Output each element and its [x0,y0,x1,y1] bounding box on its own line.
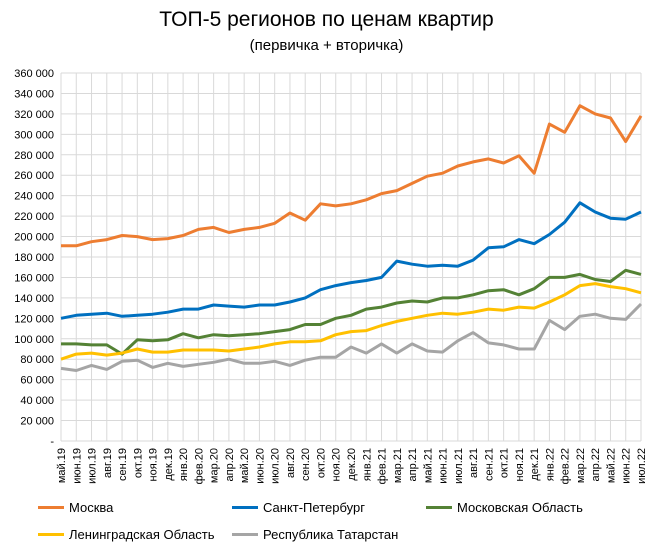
x-tick-label: окт.20 [315,448,327,478]
legend-label: Республика Татарстан [263,527,399,542]
chart-title: ТОП-5 регионов по ценам квартир [159,8,494,31]
legend-swatch [38,506,64,509]
chart-subtitle: (первичка + вторичка) [249,37,404,54]
x-tick-label: май.21 [422,448,434,483]
y-tick-label: 80 000 [20,354,54,366]
x-tick-label: май.22 [605,448,617,483]
x-tick-label: май.19 [56,448,68,483]
x-tick-label: июн.21 [438,448,450,484]
x-tick-label: фев.21 [377,448,389,484]
legend-label: Ленинградская Область [69,527,215,542]
legend-item: Республика Татарстан [232,527,398,542]
y-tick-label: 360 000 [14,68,54,80]
legend-swatch [426,506,452,509]
x-tick-label: фев.20 [193,448,205,484]
y-tick-label: 280 000 [14,150,54,162]
y-tick-label: 60 000 [20,375,54,387]
y-tick-label: 120 000 [14,313,54,325]
y-tick-label: 40 000 [20,395,54,407]
legend-label: Москва [69,500,114,515]
x-tick-label: мар.21 [392,448,404,483]
x-tick-label: окт.19 [132,448,144,478]
y-tick-label: 200 000 [14,232,54,244]
y-tick-label: - [50,436,54,448]
x-tick-label: янв.21 [361,448,373,481]
x-tick-label: ноя.21 [514,448,526,481]
x-tick-label: июн.19 [71,448,83,484]
series-line-2 [61,268,642,356]
legend-label: Санкт-Петербург [263,500,365,515]
y-tick-label: 260 000 [14,170,54,182]
x-tick-label: ноя.19 [148,448,160,481]
series-line-4 [60,302,643,372]
legend-swatch [38,533,64,536]
x-tick-label: ноя.20 [331,448,343,481]
x-tick-label: июл.19 [87,448,99,484]
y-tick-label: 320 000 [14,109,54,121]
y-tick-label: 160 000 [14,272,54,284]
series-line-1 [60,201,642,320]
y-tick-label: 180 000 [14,252,54,264]
y-tick-label: 240 000 [14,191,54,203]
x-tick-label: дек.20 [346,448,358,481]
x-tick-label: окт.21 [499,448,511,478]
series-line-3 [60,282,642,361]
x-tick-label: апр.22 [590,448,602,481]
x-tick-label: май.20 [239,448,251,483]
legend-swatch [232,533,258,536]
y-tick-label: 300 000 [14,129,54,141]
x-tick-label: июн.20 [254,448,266,484]
y-tick-label: 20 000 [20,416,54,428]
y-tick-label: 220 000 [14,211,54,223]
x-tick-label: авг.20 [285,448,297,478]
x-tick-label: июн.22 [621,448,633,484]
x-tick-label: сен.20 [300,448,312,481]
x-tick-label: мар.22 [575,448,587,483]
x-tick-label: янв.20 [178,448,190,481]
y-tick-label: 100 000 [14,334,54,346]
x-tick-label: апр.21 [407,448,419,481]
x-tick-label: июл.21 [453,448,465,484]
legend-item: Ленинградская Область [38,527,215,542]
x-tick-label: апр.20 [224,448,236,481]
legend-swatch [232,506,258,509]
y-tick-label: 140 000 [14,293,54,305]
legend-label: Московская Область [457,500,583,515]
x-tick-label: авг.21 [468,448,480,478]
x-tick-label: сен.21 [483,448,495,481]
y-tick-label: 340 000 [14,88,54,100]
x-tick-label: дек.21 [529,448,541,481]
x-tick-label: дек.19 [163,448,175,481]
x-tick-label: янв.22 [544,448,556,481]
x-tick-label: мар.20 [209,448,221,483]
x-tick-label: июл.20 [270,448,282,484]
x-tick-label: сен.19 [117,448,129,481]
x-tick-label: июл.22 [636,448,648,484]
legend-item: Москва [38,500,113,515]
legend-item: Московская Область [426,500,583,515]
series-line-0 [61,104,643,248]
legend-item: Санкт-Петербург [232,500,365,515]
x-tick-label: фев.22 [560,448,572,484]
x-tick-label: авг.19 [102,448,114,478]
